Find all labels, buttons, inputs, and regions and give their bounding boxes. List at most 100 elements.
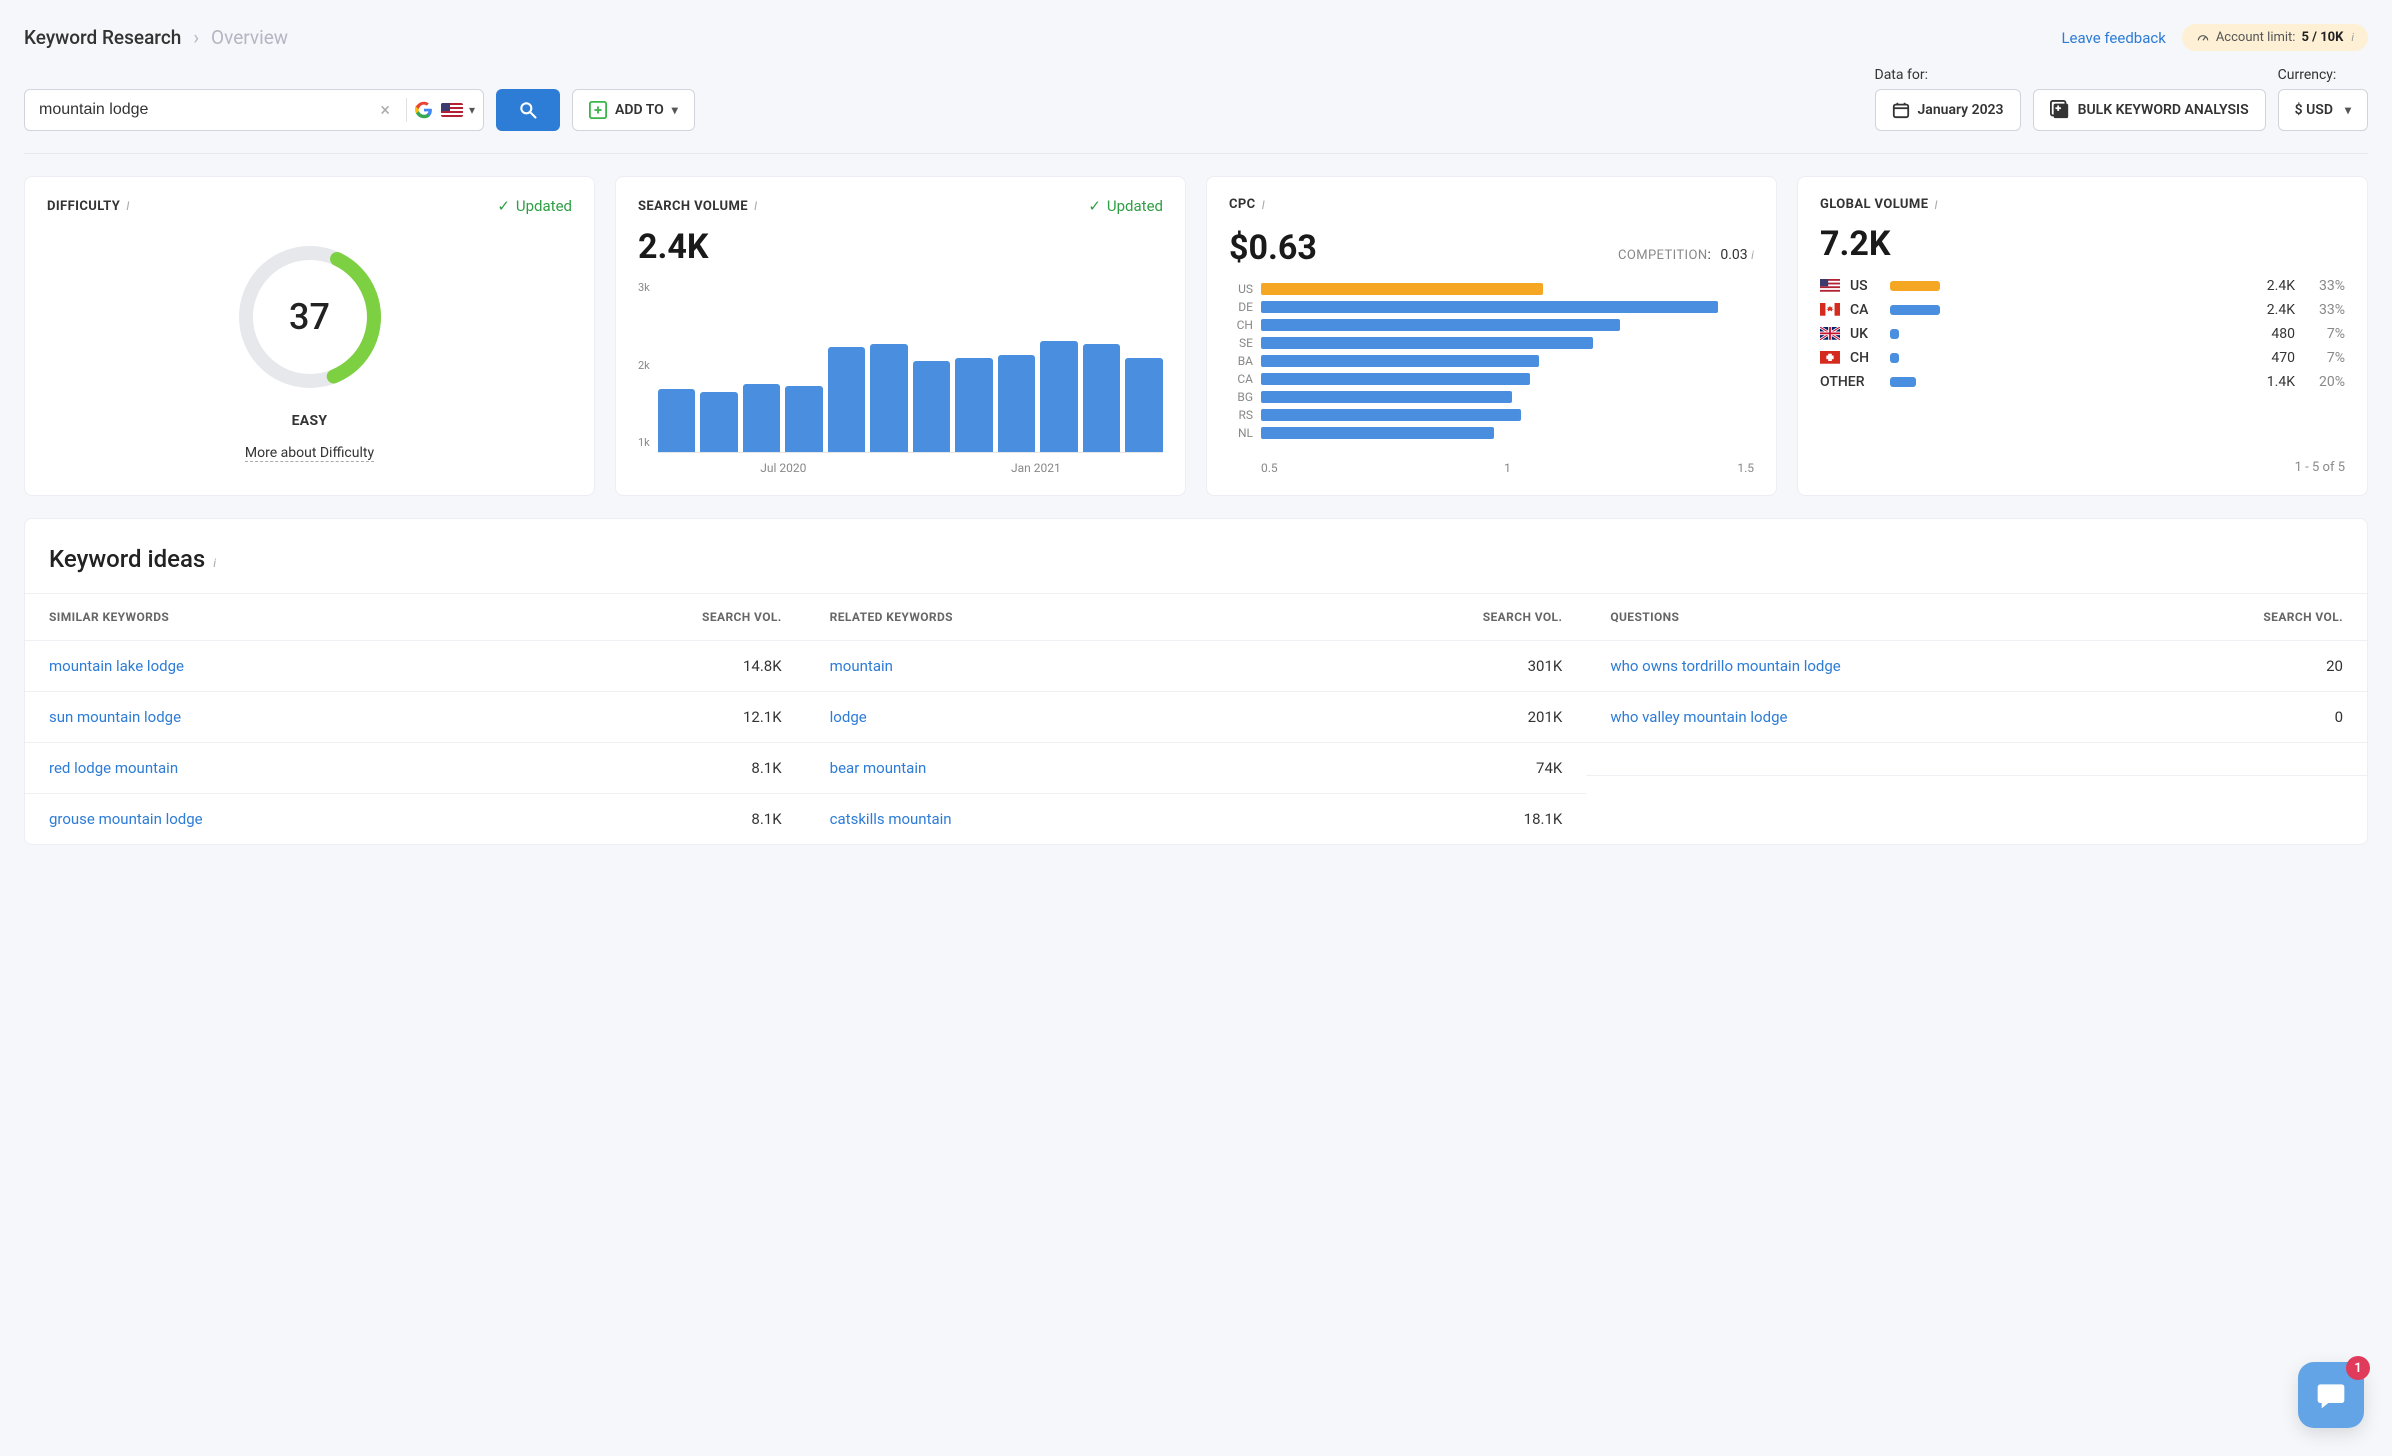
breadcrumb-root[interactable]: Keyword Research <box>24 26 181 49</box>
keyword-volume: 0 <box>2335 708 2343 726</box>
difficulty-donut: 37 <box>230 237 390 397</box>
global-row: OTHER1.4K20% <box>1820 374 2345 390</box>
uk-flag-icon <box>1820 327 1840 341</box>
volume-bar <box>658 389 696 452</box>
search-icon <box>518 100 538 120</box>
keyword-link[interactable]: grouse mountain lodge <box>49 810 203 828</box>
info-icon[interactable]: i <box>754 199 758 213</box>
us-flag-icon <box>1820 279 1840 293</box>
info-icon[interactable]: i <box>1934 198 1938 212</box>
info-icon[interactable]: i <box>1262 198 1266 212</box>
competition-label: COMPETITION <box>1618 248 1708 263</box>
breadcrumb-current: Overview <box>211 26 288 49</box>
clear-icon[interactable]: × <box>372 100 398 121</box>
divider <box>406 98 407 122</box>
cpc-value: $0.63 <box>1229 228 1317 268</box>
cpc-row: US <box>1229 282 1754 296</box>
difficulty-more-link[interactable]: More about Difficulty <box>245 445 374 462</box>
bulk-group: . BULK KEYWORD ANALYSIS <box>2033 67 2266 131</box>
volume-bar <box>785 386 823 452</box>
chat-count-badge: 1 <box>2346 1356 2370 1380</box>
check-icon: ✓ <box>497 197 510 215</box>
competition-value: 0.03 <box>1720 247 1747 263</box>
volume-bar <box>1040 341 1078 452</box>
global-row: CA2.4K33% <box>1820 302 2345 318</box>
keyword-link[interactable]: mountain lake lodge <box>49 657 184 675</box>
keyword-volume: 301K <box>1528 657 1563 675</box>
toolbar: × ▾ ADD TO ▾ Data for: January 2023 . <box>24 67 2368 154</box>
ideas-column: QUESTIONSSEARCH VOL.who owns tordrillo m… <box>1586 593 2367 844</box>
cpc-row: SE <box>1229 336 1754 350</box>
volume-bar <box>1083 344 1121 452</box>
date-selector[interactable]: January 2023 <box>1875 89 2021 131</box>
cpc-row: RS <box>1229 408 1754 422</box>
keyword-link[interactable]: red lodge mountain <box>49 759 178 777</box>
keyword-link[interactable]: who valley mountain lodge <box>1610 708 1787 726</box>
keyword-input[interactable] <box>39 101 372 119</box>
ideas-row: lodge 201K <box>806 691 1587 742</box>
keyword-volume: 201K <box>1528 708 1563 726</box>
ch-flag-icon <box>1820 351 1840 365</box>
breadcrumb: Keyword Research › Overview <box>24 26 288 49</box>
add-to-list-icon <box>589 101 607 119</box>
keyword-link[interactable]: lodge <box>830 708 867 726</box>
difficulty-body: 37 EASY More about Difficulty <box>47 223 572 475</box>
currency-value: $ USD <box>2295 102 2333 118</box>
date-selector-group: Data for: January 2023 <box>1875 67 2021 131</box>
limit-label: Account limit: <box>2216 30 2296 45</box>
ideas-grid: SIMILAR KEYWORDSSEARCH VOL.mountain lake… <box>25 593 2367 844</box>
keyword-link[interactable]: mountain <box>830 657 893 675</box>
ideas-row: mountain lake lodge14.8K <box>25 640 806 691</box>
keyword-volume: 12.1K <box>743 708 782 726</box>
chat-button[interactable]: 1 <box>2298 1362 2364 1428</box>
feedback-link[interactable]: Leave feedback <box>2061 29 2165 47</box>
volume-bar <box>743 384 781 452</box>
volume-bars <box>658 281 1163 453</box>
updated-badge: ✓ Updated <box>497 197 572 215</box>
global-volume-card: GLOBAL VOLUMEi 7.2K US2.4K33%CA2.4K33%UK… <box>1797 176 2368 496</box>
info-icon[interactable]: i <box>126 199 130 213</box>
global-title: GLOBAL VOLUMEi <box>1820 197 1938 212</box>
keyword-link[interactable]: catskills mountain <box>830 810 952 828</box>
google-icon <box>415 101 433 119</box>
volume-title: SEARCH VOLUMEi <box>638 199 758 214</box>
difficulty-label: EASY <box>292 413 328 429</box>
chevron-right-icon: › <box>193 26 199 49</box>
cpc-chart: USDECHSEBACABGRSNL <box>1229 282 1754 455</box>
keyword-link[interactable]: who owns tordrillo mountain lodge <box>1610 657 1840 675</box>
metrics-cards: DIFFICULTYi ✓ Updated 37 EASY More about… <box>24 176 2368 496</box>
bulk-analysis-button[interactable]: BULK KEYWORD ANALYSIS <box>2033 89 2266 131</box>
global-pagination: 1 - 5 of 5 <box>1820 460 2345 475</box>
keyword-search-box[interactable]: × ▾ <box>24 89 484 131</box>
difficulty-card: DIFFICULTYi ✓ Updated 37 EASY More about… <box>24 176 595 496</box>
competition-group: COMPETITION: 0.03 i <box>1618 247 1754 263</box>
info-icon[interactable]: i <box>2351 31 2354 44</box>
search-button[interactable] <box>496 89 560 131</box>
ideas-row: catskills mountain18.1K <box>806 793 1587 844</box>
account-limit-badge[interactable]: Account limit: 5 / 10K i <box>2182 24 2368 51</box>
cpc-row: BA <box>1229 354 1754 368</box>
info-icon[interactable]: i <box>213 556 216 570</box>
cpc-row: CH <box>1229 318 1754 332</box>
keyword-volume: 20 <box>2326 657 2343 675</box>
currency-group: Currency: $ USD ▾ <box>2278 67 2368 131</box>
info-icon[interactable]: i <box>1751 248 1754 262</box>
volume-x-axis: Jul 2020Jan 2021 <box>638 461 1163 475</box>
keyword-link[interactable]: bear mountain <box>830 759 927 777</box>
currency-selector[interactable]: $ USD ▾ <box>2278 89 2368 131</box>
volume-bar <box>700 392 738 452</box>
chevron-down-icon[interactable]: ▾ <box>469 103 475 117</box>
bulk-add-icon <box>2050 100 2070 120</box>
cpc-row: BG <box>1229 390 1754 404</box>
ideas-row: red lodge mountain8.1K <box>25 742 806 793</box>
bulk-label: BULK KEYWORD ANALYSIS <box>2078 102 2249 118</box>
volume-bar <box>1125 358 1163 452</box>
date-for-label: Data for: <box>1875 67 2021 83</box>
cpc-row: DE <box>1229 300 1754 314</box>
ideas-column: SIMILAR KEYWORDSSEARCH VOL.mountain lake… <box>25 593 806 844</box>
keyword-link[interactable]: sun mountain lodge <box>49 708 181 726</box>
volume-bar <box>828 347 866 452</box>
volume-bar <box>913 361 951 452</box>
add-to-button[interactable]: ADD TO ▾ <box>572 89 695 131</box>
us-flag-icon <box>441 103 463 117</box>
